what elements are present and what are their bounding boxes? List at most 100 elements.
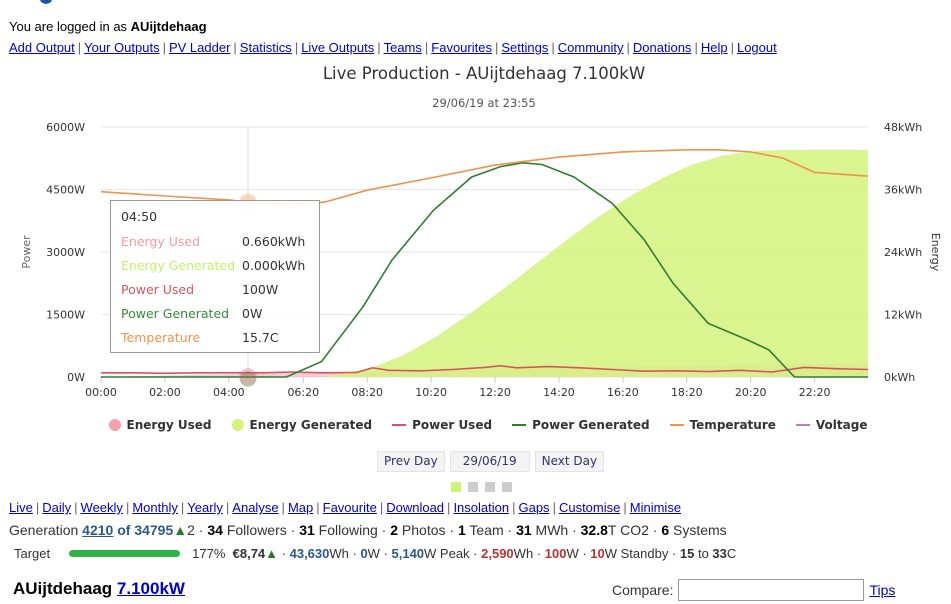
legend-item[interactable]: Temperature (669, 418, 776, 432)
tab-monthly[interactable]: Monthly (132, 500, 178, 515)
legend-item[interactable]: Power Generated (512, 418, 650, 432)
separator: | (623, 500, 627, 515)
x-tick-label: 20:20 (735, 386, 767, 399)
chart-pager (451, 482, 512, 492)
rank-link[interactable]: 4210 (82, 522, 114, 538)
tab-customise[interactable]: Customise (558, 500, 621, 515)
tooltip-label: Power Generated (121, 305, 230, 321)
power-used-line (101, 364, 869, 375)
y-left-label: Power (20, 235, 33, 269)
x-tick-label: 04:00 (213, 386, 245, 399)
legend-item[interactable]: Voltage (795, 418, 867, 432)
nav-link-add-output[interactable]: Add Output (9, 40, 75, 55)
chart-title: Live Production - AUijtdehaag 7.100kW (322, 64, 646, 83)
separator: | (447, 500, 451, 515)
nav-link-help[interactable]: Help (700, 40, 728, 55)
system-size-link[interactable]: 7.100kW (116, 579, 185, 598)
separator: | (626, 40, 630, 55)
tooltip-value: 0W (242, 305, 263, 321)
tooltip-label: Temperature (121, 329, 201, 345)
legend-item[interactable]: Power Used (392, 418, 492, 432)
separator: | (379, 500, 384, 515)
nav-link-donations[interactable]: Donations (632, 40, 692, 55)
separator: | (77, 40, 82, 55)
tab-yearly[interactable]: Yearly (187, 500, 223, 515)
legend-marker (795, 424, 810, 426)
y-right-tick: 0kWh (884, 371, 915, 384)
nav-link-live-outputs[interactable]: Live Outputs (301, 40, 375, 55)
separator: | (162, 40, 166, 55)
username: AUijtdehaag (130, 19, 207, 34)
prev-day-button[interactable]: Prev Day (377, 451, 445, 472)
pager-dot-3[interactable] (485, 482, 495, 492)
nav-link-teams[interactable]: Teams (383, 40, 422, 55)
separator: | (694, 40, 698, 55)
tab-download[interactable]: Download (386, 500, 445, 515)
tab-favourite[interactable]: Favourite (322, 500, 377, 515)
tab-insolation[interactable]: Insolation (453, 500, 510, 515)
legend-item[interactable]: Energy Generated (231, 418, 372, 432)
date-picker[interactable]: 29/06/19 (449, 451, 530, 472)
nav-link-pv-ladder[interactable]: PV Ladder (168, 40, 231, 55)
compare-section: Compare: Tips (612, 579, 895, 601)
separator: | (551, 40, 555, 55)
separator: | (281, 500, 285, 515)
separator: | (233, 40, 237, 55)
x-tick-label: 22:20 (799, 386, 831, 399)
tab-analyse[interactable]: Analyse (232, 500, 279, 515)
logo[interactable] (40, 0, 52, 4)
tab-daily[interactable]: Daily (42, 500, 72, 515)
x-tick-label: 14:20 (543, 386, 575, 399)
tab-weekly[interactable]: Weekly (80, 500, 123, 515)
day-navigation: Prev Day 29/06/19 Next Day (377, 451, 605, 472)
x-tick-label: 08:20 (351, 386, 383, 399)
tooltip-label: Energy Used (121, 233, 201, 249)
tab-live[interactable]: Live (9, 500, 33, 515)
compare-input[interactable] (678, 579, 865, 601)
target-progress-bar (69, 550, 181, 557)
nav-link-your-outputs[interactable]: Your Outputs (84, 40, 160, 55)
x-tick-label: 10:20 (415, 386, 447, 399)
legend-item[interactable]: Energy Used (108, 418, 212, 432)
y-right-tick: 12kWh (884, 309, 922, 322)
tooltip-label: Power Used (121, 281, 195, 297)
separator: | (730, 40, 734, 55)
legend-marker (231, 419, 244, 431)
tab-gaps[interactable]: Gaps (518, 500, 550, 515)
nav-link-community[interactable]: Community (557, 40, 624, 55)
y-left-tick: 1500W (46, 309, 85, 322)
up-arrow-icon: ▲ (173, 522, 188, 538)
separator: | (494, 40, 499, 55)
up-arrow-icon: ▲ (265, 546, 279, 561)
chart-subtitle: 29/06/19 at 23:55 (432, 96, 536, 110)
power-generated-hover-marker (240, 371, 257, 387)
separator: | (377, 40, 381, 55)
main-nav: Add Output | Your Outputs | PV Ladder | Statis… (9, 40, 777, 55)
legend-marker (392, 424, 407, 426)
login-status: You are logged in as AUijtdehaag (9, 19, 207, 34)
y-right-label: Energy (929, 233, 942, 272)
chart-tooltip: 04:50 Energy Used 0.660kWh Energy Generate… (110, 200, 320, 353)
x-tick-label: 16:20 (607, 386, 639, 399)
next-day-button[interactable]: Next Day (534, 451, 605, 472)
tab-minimise[interactable]: Minimise (629, 500, 682, 515)
energy-generated-area (101, 149, 868, 377)
nav-link-settings[interactable]: Settings (501, 40, 549, 55)
generation-stats: Generation 4210 of 34795▲2 · 34 Follower… (9, 522, 727, 538)
nav-link-favourites[interactable]: Favourites (431, 40, 492, 55)
y-right-tick: 24kWh (884, 246, 922, 259)
tooltip-row: Power Used 100W (121, 277, 309, 301)
y-left-tick: 6000W (46, 121, 85, 134)
x-tick-label: 02:00 (149, 386, 181, 399)
tooltip-value: 100W (242, 281, 279, 297)
view-tabs: Live | Daily | Weekly | Monthly | Yearly | Analyse… (9, 500, 681, 515)
pager-dot-4[interactable] (502, 482, 512, 492)
pager-dot-1[interactable] (451, 482, 461, 492)
nav-link-logout[interactable]: Logout (736, 40, 777, 55)
nav-link-statistics[interactable]: Statistics (239, 40, 292, 55)
pager-dot-2[interactable] (468, 482, 478, 492)
power-used-hover-marker (239, 368, 258, 386)
tab-map[interactable]: Map (287, 500, 314, 515)
tips-link[interactable]: Tips (869, 582, 896, 598)
y-left-tick: 0W (67, 371, 85, 384)
